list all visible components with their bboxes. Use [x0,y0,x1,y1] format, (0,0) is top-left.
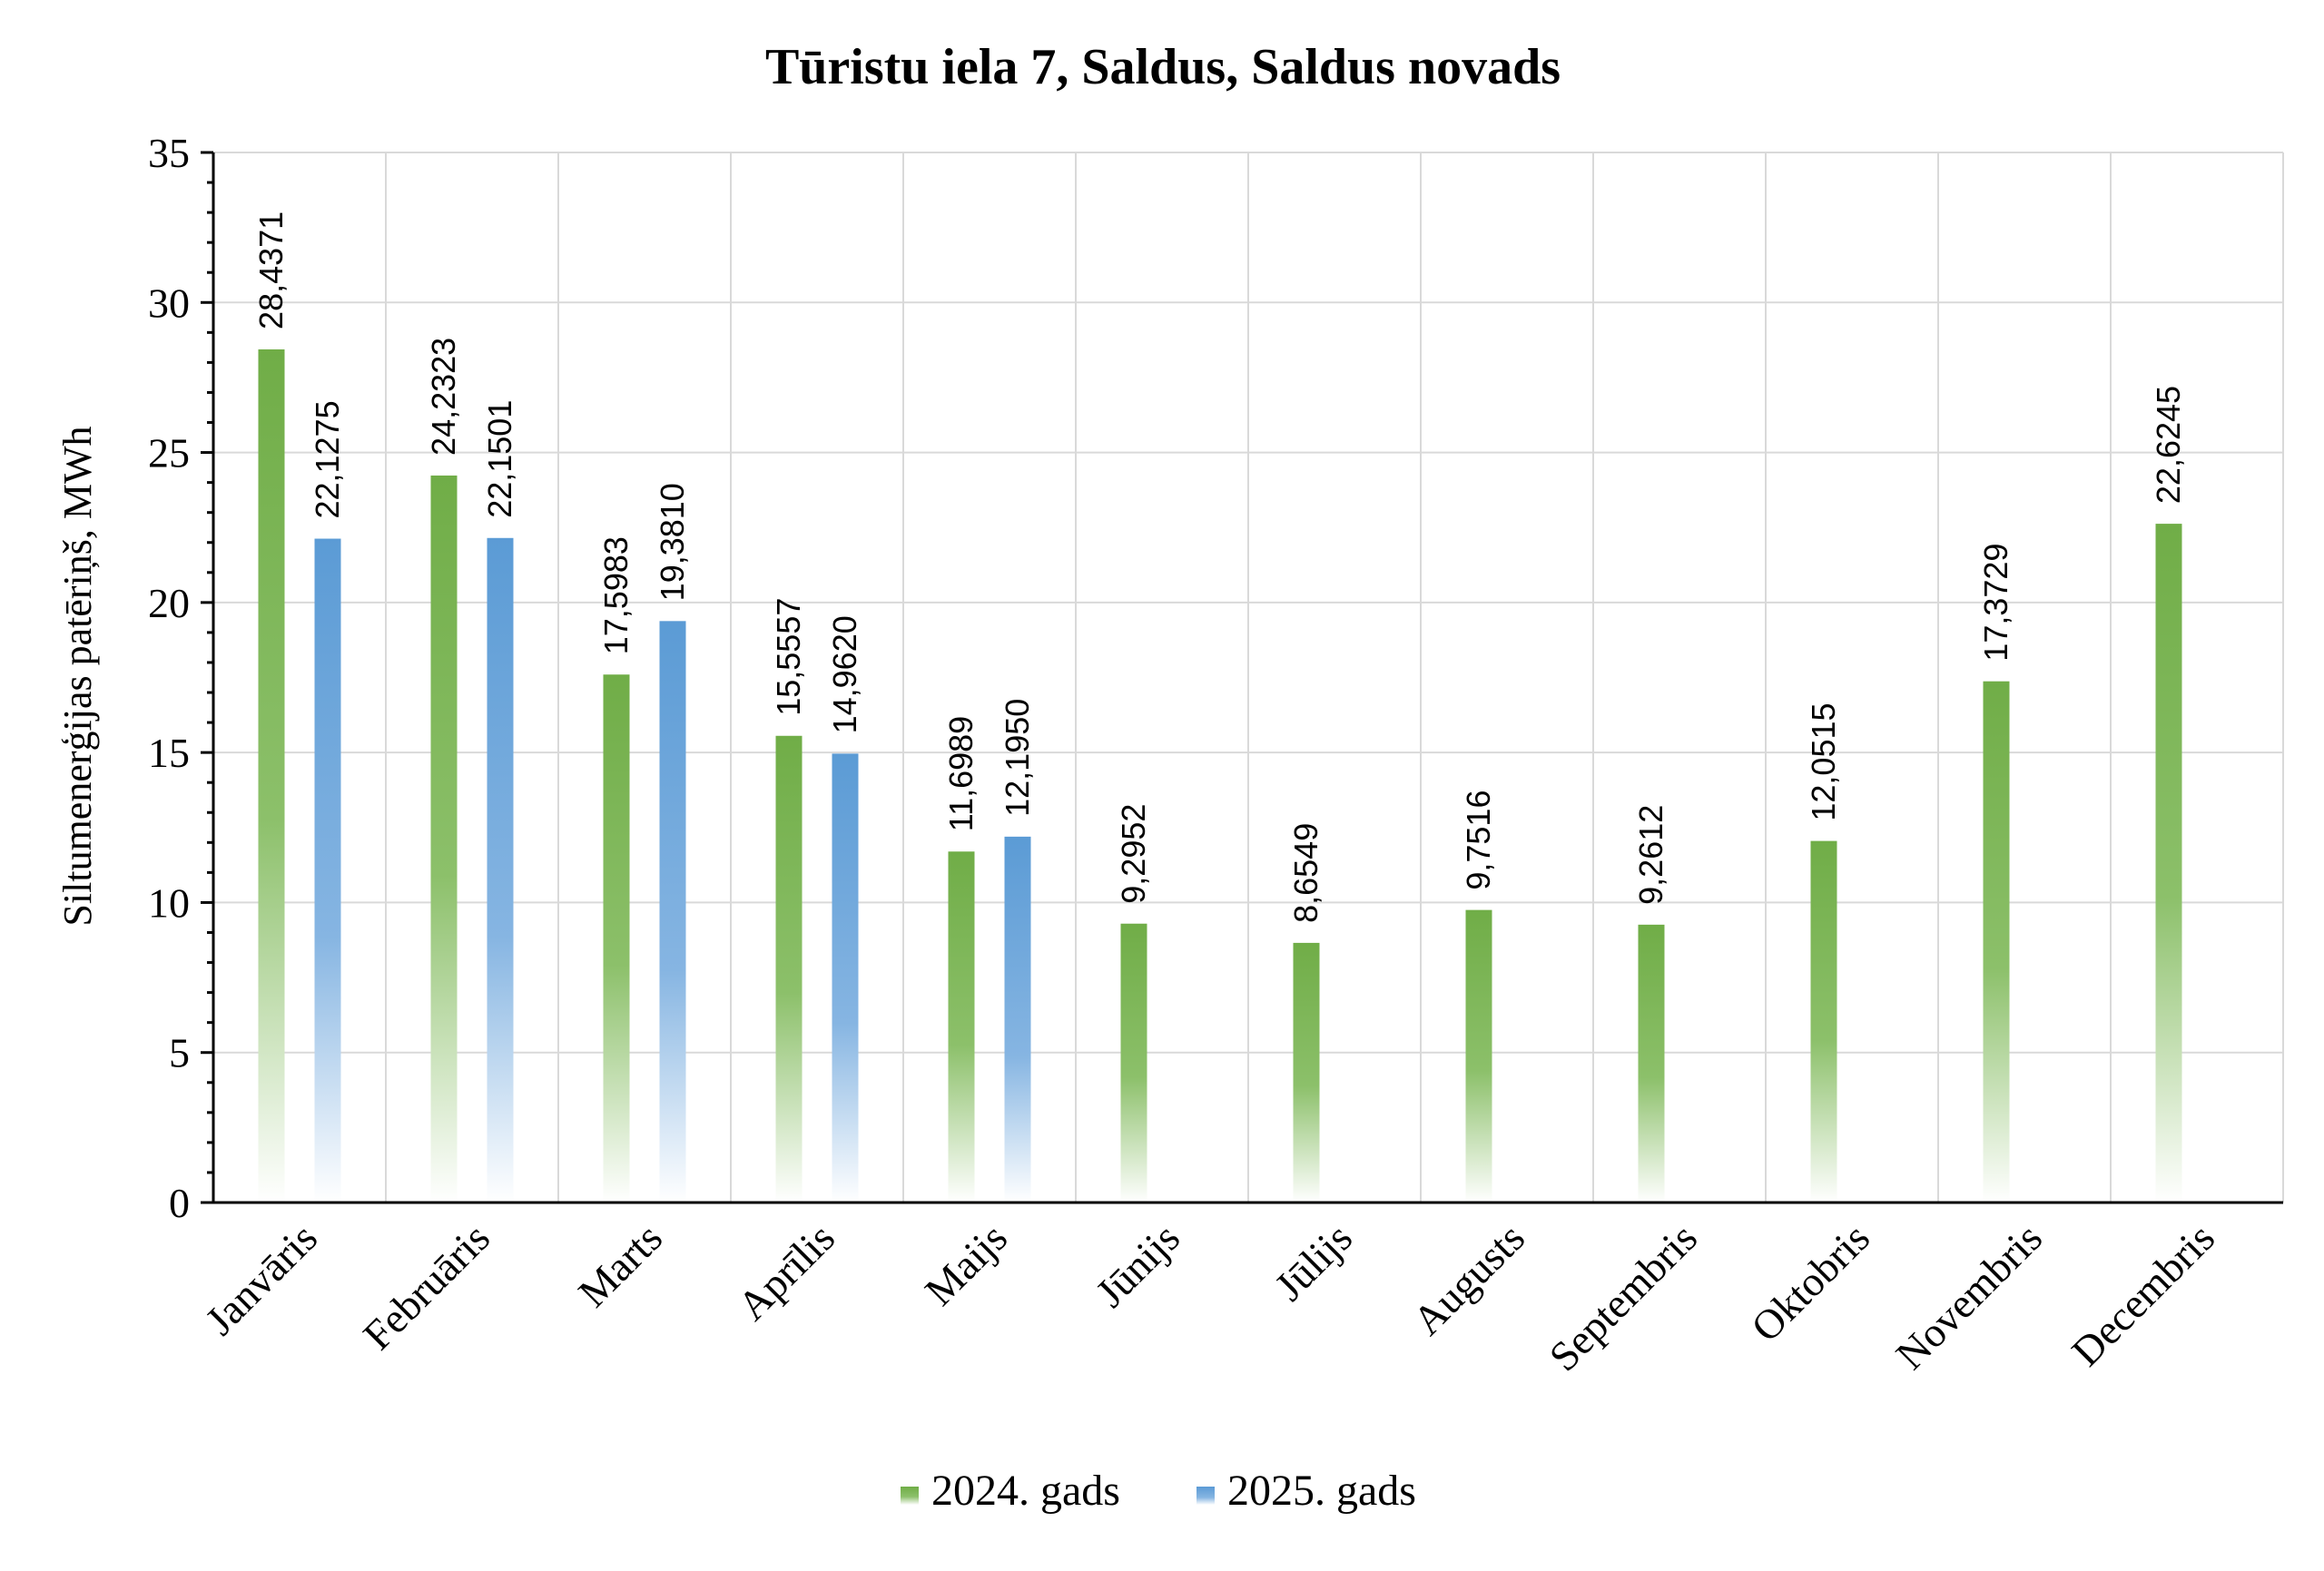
x-tick-label: Decembris [2063,1214,2223,1375]
y-tick-label: 25 [148,430,190,476]
y-axis-label: Siltumenerģijas patēriņš, MWh [55,426,100,926]
data-label: 11,6989 [942,716,980,831]
x-tick-label: Novembris [1886,1214,2051,1379]
data-label: 8,6549 [1287,823,1324,923]
y-tick-label: 0 [169,1180,190,1226]
legend-label: 2025. gads [1227,1467,1416,1515]
x-tick-label: Septembris [1541,1214,1706,1380]
y-tick-label: 5 [169,1030,190,1076]
data-label: 9,2612 [1632,805,1669,905]
x-tick-label: Jūnijs [1087,1214,1188,1316]
bar-2024-5 [1120,923,1147,1203]
y-tick-label: 35 [148,130,190,176]
bar-2024-10 [1983,681,2010,1203]
data-label: 12,0515 [1805,702,1842,820]
bar-2024-9 [1810,840,1837,1203]
legend-swatch [901,1487,919,1505]
x-tick-label: Oktobris [1742,1214,1878,1350]
legend-swatch [1196,1487,1215,1505]
x-tick-label: Februāris [354,1214,498,1359]
x-tick-label: Augusts [1403,1214,1533,1344]
chart-title: Tūristu iela 7, Saldus, Saldus novads [765,39,1561,95]
x-tick-label: Aprīlis [729,1214,843,1329]
bar-2024-4 [948,851,975,1203]
bar-2024-3 [775,735,803,1203]
data-label: 15,5557 [770,598,807,716]
data-label: 9,2952 [1115,804,1152,904]
x-tick-label: Jūlijs [1265,1214,1361,1310]
bar-2024-6 [1293,942,1320,1203]
y-tick-label: 20 [148,580,190,626]
data-label: 17,5983 [597,536,635,654]
bar-2025-0 [314,538,341,1203]
grid [212,152,2284,1203]
y-tick-label: 15 [148,730,190,776]
x-tick-label: Janvāris [196,1214,326,1344]
x-tick-label: Maijs [916,1214,1016,1314]
bar-2024-7 [1465,909,1492,1203]
data-label: 9,7516 [1460,790,1497,890]
bar-2024-1 [430,475,458,1203]
x-tick-label: Marts [569,1214,671,1316]
y-tick-label: 30 [148,280,190,326]
data-label: 24,2323 [425,338,462,456]
data-label: 22,6245 [2150,386,2187,504]
legend-label: 2024. gads [931,1467,1120,1515]
axes [201,151,2283,1204]
tick-labels: 0 5 10 15 20 25 30 35 Janvāris Februāris Marts Aprī… [148,130,2223,1380]
data-label: 17,3729 [1977,544,2014,662]
bar-2024-8 [1638,924,1665,1203]
bar-2025-4 [1004,836,1031,1203]
bar-2025-1 [487,537,514,1203]
data-label: 19,3810 [654,483,691,601]
bars [258,349,2182,1203]
data-label: 22,1275 [309,400,346,518]
bar-2024-0 [258,349,285,1203]
data-label: 22,1501 [481,400,518,518]
data-label: 12,1950 [999,699,1036,817]
y-tick-label: 10 [148,879,190,926]
bar-2024-2 [603,674,630,1203]
data-label: 14,9620 [826,615,863,733]
legend: 2024. gads 2025. gads [901,1467,1416,1515]
bar-2024-11 [2155,524,2182,1203]
bar-2025-2 [659,621,686,1203]
data-label: 28,4371 [252,211,290,329]
data-labels: 28,4371 24,2323 17,5983 15,5557 11,6989 9,295… [252,211,2187,923]
bar-2025-3 [832,753,859,1203]
